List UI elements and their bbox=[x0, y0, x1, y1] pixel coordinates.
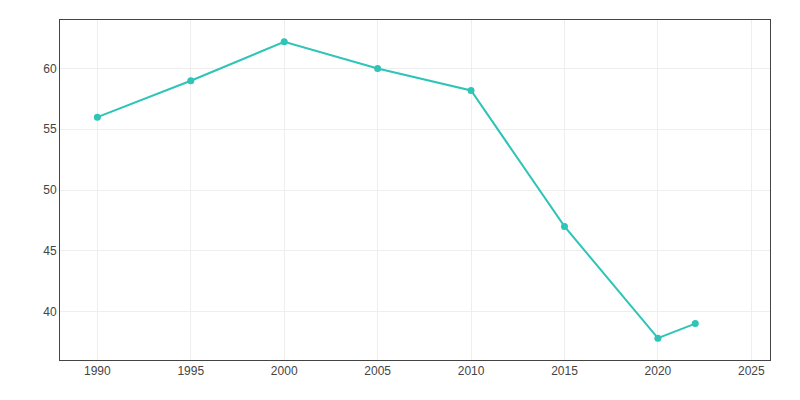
svg-text:2005: 2005 bbox=[364, 364, 391, 378]
svg-text:2010: 2010 bbox=[458, 364, 485, 378]
svg-text:1995: 1995 bbox=[177, 364, 204, 378]
svg-text:45: 45 bbox=[43, 244, 57, 258]
svg-text:50: 50 bbox=[43, 183, 57, 197]
svg-text:2020: 2020 bbox=[645, 364, 672, 378]
svg-text:2025: 2025 bbox=[738, 364, 765, 378]
svg-text:2000: 2000 bbox=[271, 364, 298, 378]
svg-text:55: 55 bbox=[43, 122, 57, 136]
svg-text:1990: 1990 bbox=[84, 364, 111, 378]
svg-text:40: 40 bbox=[43, 305, 57, 319]
svg-text:2015: 2015 bbox=[551, 364, 578, 378]
svg-text:60: 60 bbox=[43, 62, 57, 76]
